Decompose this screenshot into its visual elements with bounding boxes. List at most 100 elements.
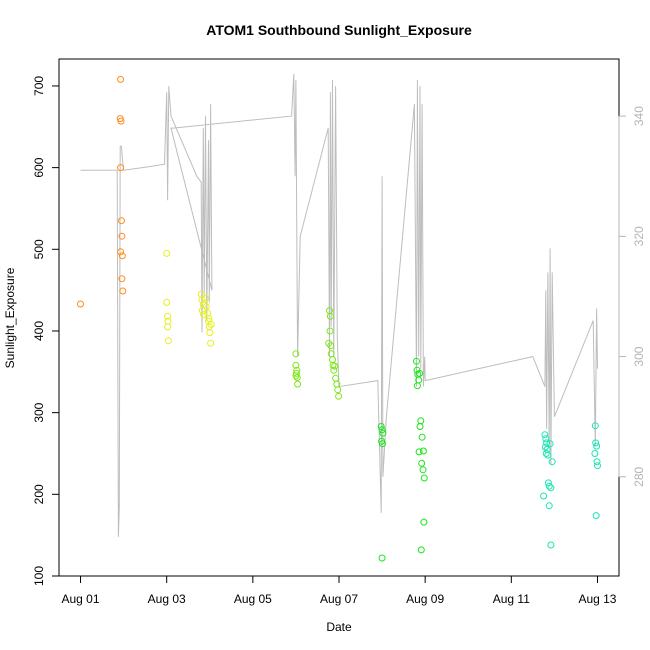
data-point [332, 374, 340, 382]
data-point [292, 372, 300, 380]
data-point [330, 366, 338, 374]
data-point [77, 300, 84, 308]
data-point [591, 450, 599, 457]
data-point [592, 512, 600, 520]
data-point [544, 451, 552, 459]
data-point [548, 458, 556, 466]
data-point [542, 435, 550, 443]
data-point [329, 356, 336, 364]
data-point [546, 440, 554, 448]
data-point [542, 450, 550, 457]
data-point [591, 422, 599, 430]
data-point [415, 448, 423, 456]
x-tick-label: Aug 13 [578, 592, 616, 606]
y-tick-label: 400 [32, 321, 46, 341]
data-point [200, 311, 208, 319]
data-point [594, 462, 601, 470]
data-point [163, 298, 171, 306]
data-point [545, 502, 553, 510]
data-point [334, 386, 342, 394]
x-tick-label: Aug 05 [234, 592, 272, 606]
data-point [335, 392, 343, 400]
data-point [198, 296, 206, 304]
data-point [377, 423, 385, 430]
data-point [117, 164, 125, 172]
x-tick-label: Aug 03 [148, 592, 186, 606]
data-point [117, 248, 125, 256]
points-layer [77, 75, 601, 562]
x-tick-label: Aug 07 [320, 592, 358, 606]
y2-tick-label: 320 [632, 226, 646, 246]
data-point [294, 380, 302, 388]
y-tick-label: 500 [32, 239, 46, 259]
data-point [207, 320, 215, 328]
data-point [413, 357, 420, 365]
data-point [118, 232, 126, 240]
plot-frame [58, 58, 620, 577]
x-tick-label: Aug 11 [493, 592, 530, 606]
chart-title: ATOM1 Southbound Sunlight_Exposure [206, 22, 472, 38]
y2-tick-label: 300 [632, 346, 646, 366]
data-point [164, 312, 172, 320]
data-point [292, 369, 300, 377]
x-tick-label: Aug 09 [406, 592, 444, 606]
data-point [327, 342, 335, 350]
data-point [326, 327, 334, 335]
data-point [419, 447, 427, 455]
data-point [293, 374, 301, 381]
data-point [207, 339, 215, 347]
data-point [419, 466, 427, 474]
data-point [202, 294, 209, 302]
y-tick-label: 600 [32, 157, 46, 177]
data-point [118, 252, 126, 260]
y-tick-label: 700 [32, 76, 46, 96]
y2-tick-label: 340 [632, 106, 646, 126]
y-tick-label: 300 [32, 402, 46, 422]
data-point [420, 518, 428, 526]
data-point [418, 459, 426, 467]
data-point [416, 423, 424, 430]
data-point [378, 554, 386, 562]
data-point [547, 541, 555, 549]
data-point [418, 433, 426, 441]
secondary-trace-line [80, 73, 598, 537]
data-point [593, 458, 601, 466]
data-point [206, 329, 214, 337]
data-point [119, 287, 127, 295]
data-point [164, 323, 172, 331]
y-tick-label: 200 [32, 484, 46, 504]
data-point [417, 417, 425, 425]
data-point [592, 439, 600, 447]
data-point [417, 546, 425, 554]
data-point [413, 382, 421, 390]
data-point [379, 440, 386, 448]
data-point [202, 303, 210, 310]
data-point [540, 492, 548, 500]
y-axis-label: Sunlight_Exposure [3, 267, 17, 368]
data-point [118, 217, 125, 225]
data-point [118, 275, 126, 283]
data-point [292, 361, 300, 369]
data-point [117, 117, 125, 125]
y2-tick-label: 280 [632, 466, 646, 486]
secondary-trace-layer [80, 73, 598, 537]
y2-axis: 280 300 320 340 [618, 106, 646, 487]
data-point [541, 431, 549, 439]
data-point [416, 369, 424, 377]
data-point [292, 350, 300, 358]
x-axis-label: Date [326, 620, 352, 634]
data-point [420, 474, 428, 482]
data-point [545, 482, 553, 490]
data-point [379, 429, 387, 437]
data-point [326, 312, 334, 320]
data-point [163, 249, 171, 257]
data-point [543, 439, 551, 447]
data-point [331, 362, 339, 370]
data-point [117, 75, 125, 83]
y-tick-label: 100 [32, 566, 46, 586]
x-tick-label: Aug 01 [62, 592, 100, 606]
data-point [204, 309, 212, 317]
data-point [164, 337, 172, 345]
data-point [547, 484, 555, 492]
